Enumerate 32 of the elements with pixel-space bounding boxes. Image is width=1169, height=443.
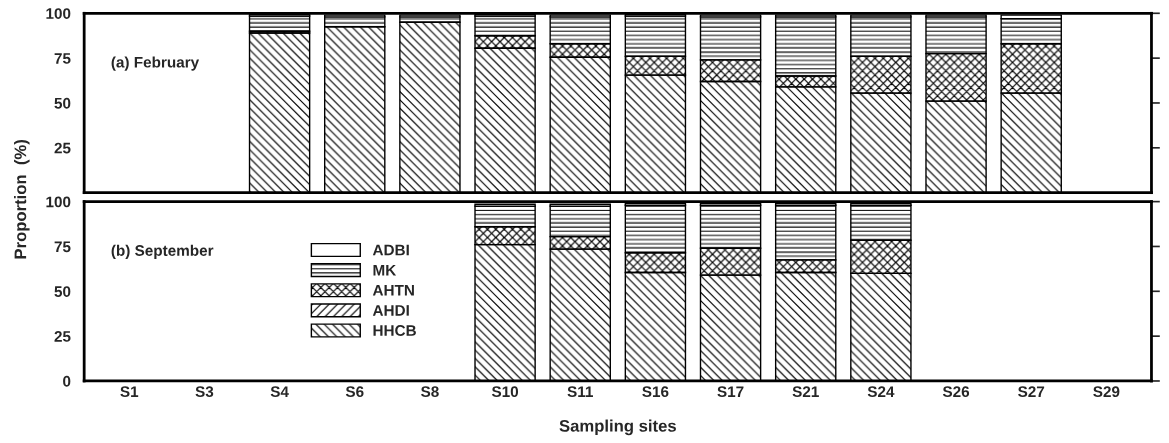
x-tick-label: S17 [717,386,744,398]
x-tick-label: S4 [270,386,289,398]
x-tick-label: S6 [345,386,364,398]
y-tick-label: 100 [46,8,71,19]
y-tick-label: 25 [54,142,71,154]
x-tick-label: S8 [421,386,439,398]
legend-label: AHTN [372,285,414,296]
annotation: (b) September [111,244,214,259]
x-axis-title: Sampling sites [559,419,676,436]
legend-label: AHDI [372,305,409,316]
y-tick-label: 0 [63,375,71,387]
y-tick-label: 75 [54,241,71,253]
x-tick-label: S11 [567,386,593,398]
legend-label: MK [373,264,397,276]
x-tick-label: S29 [1093,386,1120,398]
y-tick-label: 25 [54,331,71,342]
y-axis-title: Proportion (%) [14,140,30,259]
x-tick-label: S10 [491,386,519,398]
x-tick-label: S27 [1018,386,1045,398]
annotation: (a) February [111,56,200,71]
x-tick-label: S26 [942,386,970,398]
x-tick-label: S1 [120,386,139,398]
legend-label: ADBI [372,244,409,256]
y-tick-label: 75 [54,53,71,64]
x-tick-label: S21 [792,386,819,398]
x-tick-label: S24 [867,386,895,398]
y-tick-label: 50 [54,97,71,109]
y-tick-label: 100 [46,196,71,208]
legend-label: HHCB [373,325,416,336]
x-tick-label: S3 [195,386,214,398]
y-tick-label: 50 [54,286,71,297]
x-tick-label: S16 [642,386,669,398]
